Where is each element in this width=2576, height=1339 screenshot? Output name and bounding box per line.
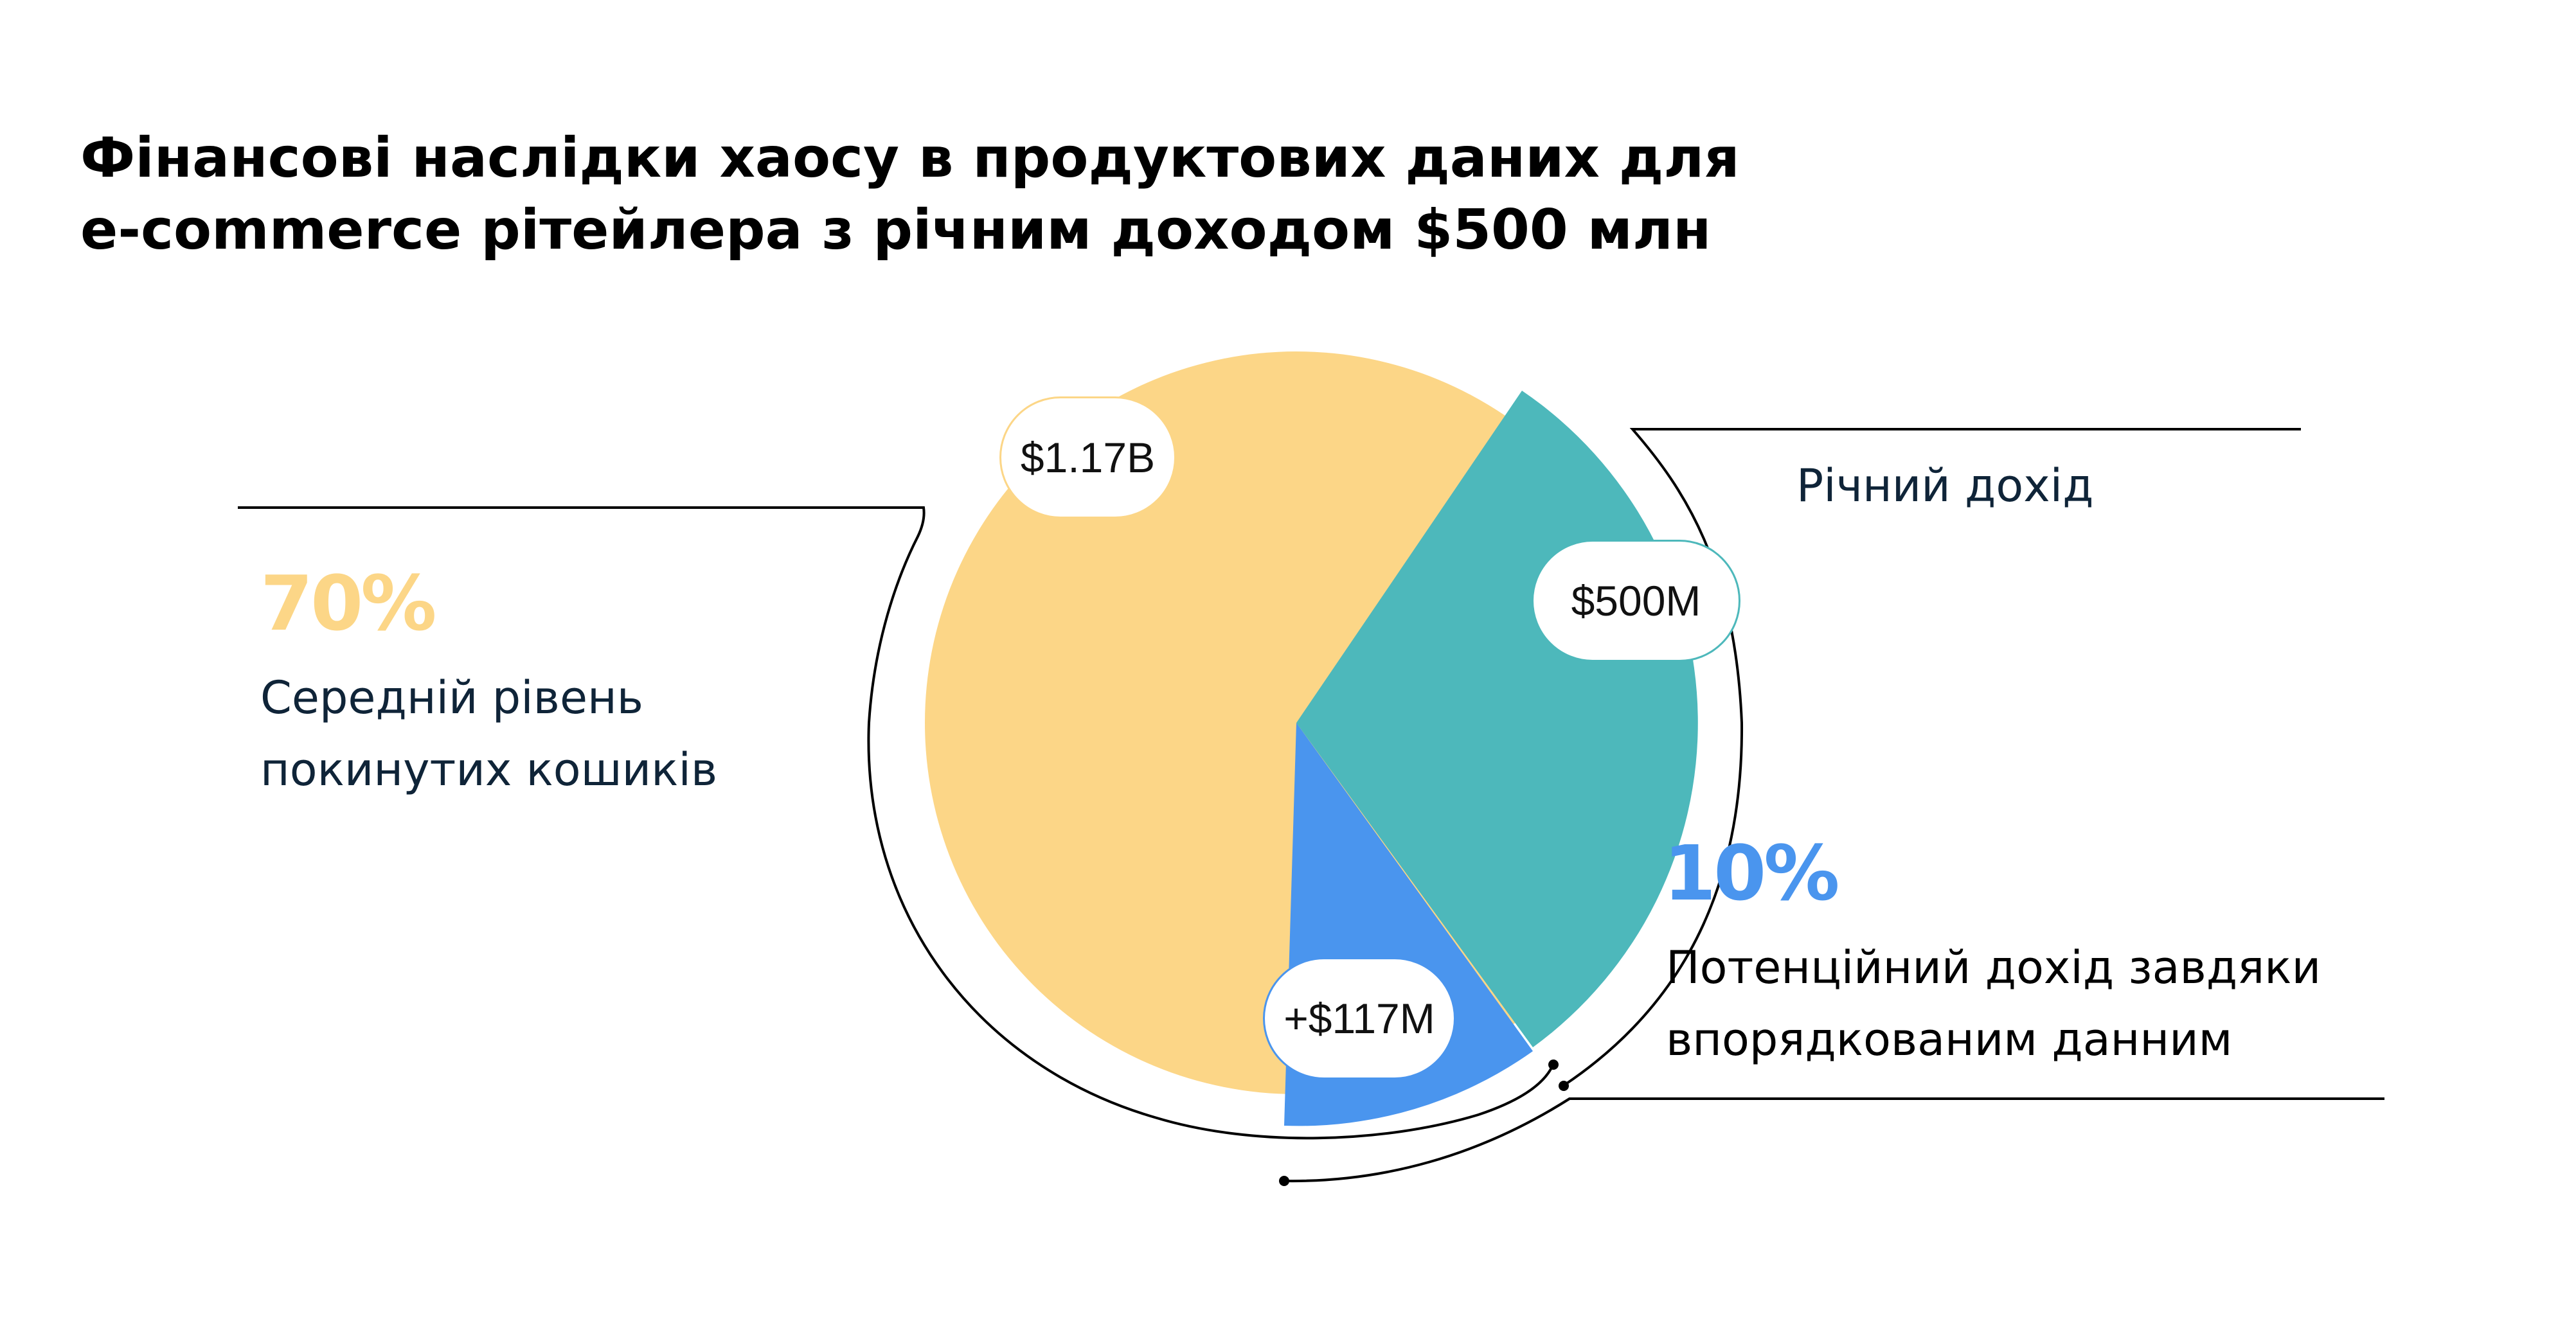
potential-desc-line-2: впорядкованим данним <box>1666 1013 2233 1066</box>
left-callout-line <box>238 506 1553 1140</box>
pill-abandoned: $1.17B <box>999 396 1176 519</box>
left-callout-dot <box>1548 1060 1559 1070</box>
abandoned-desc-line-2: покинутих кошиків <box>260 743 718 796</box>
right-callout-dot <box>1559 1081 1569 1091</box>
potential-desc-line-1: Потенційний дохід завдяки <box>1666 941 2321 994</box>
page-title: Фінансові наслідки хаосу в продуктових д… <box>80 122 1740 266</box>
right-callout-line <box>1564 428 2301 1086</box>
pill-potential: +$117M <box>1263 957 1456 1079</box>
abandoned-desc-line-1: Середній рівень <box>260 671 644 724</box>
pill-potential-text: +$117M <box>1284 995 1435 1042</box>
title-line-2: e-commerce рітейлера з річним доходом $5… <box>80 198 1712 262</box>
abandoned-percent: 70% <box>260 559 436 648</box>
pill-abandoned-text: $1.17B <box>1020 434 1156 481</box>
pill-revenue-text: $500M <box>1571 577 1701 625</box>
abandoned-description: Середній рівень покинутих кошиків <box>260 662 717 806</box>
bottom-callout-line <box>1285 1097 2384 1183</box>
title-line-1: Фінансові наслідки хаосу в продуктових д… <box>80 126 1740 190</box>
potential-description: Потенційний дохід завдяки впорядкованим … <box>1666 932 2321 1076</box>
revenue-label: Річний дохід <box>1796 459 2094 512</box>
pill-revenue: $500M <box>1532 540 1740 662</box>
bottom-callout-dot <box>1279 1176 1289 1186</box>
potential-percent: 10% <box>1663 829 1839 918</box>
